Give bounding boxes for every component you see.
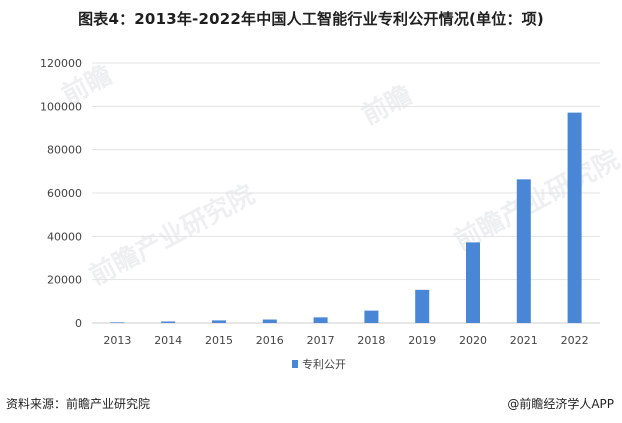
x-tick-label: 2020 bbox=[459, 334, 487, 347]
y-tick-label: 20000 bbox=[47, 274, 82, 287]
source-note: 资料来源：前瞻产业研究院 bbox=[6, 397, 151, 411]
bar bbox=[516, 179, 531, 323]
x-tick-label: 2016 bbox=[256, 334, 284, 347]
y-tick-label: 100000 bbox=[40, 100, 82, 113]
x-tick-label: 2017 bbox=[307, 334, 335, 347]
x-tick-label: 2022 bbox=[561, 334, 589, 347]
bar bbox=[567, 112, 582, 323]
x-tick-label: 2019 bbox=[408, 334, 436, 347]
legend-swatch bbox=[292, 360, 298, 368]
x-tick-label: 2014 bbox=[154, 334, 182, 347]
bar bbox=[110, 322, 125, 323]
x-tick-label: 2015 bbox=[205, 334, 233, 347]
x-tick-label: 2021 bbox=[510, 334, 538, 347]
y-tick-label: 40000 bbox=[47, 230, 82, 243]
brand-note: @前瞻经济学人APP bbox=[507, 397, 614, 411]
bar bbox=[364, 310, 379, 323]
bar bbox=[313, 317, 328, 323]
bar bbox=[466, 242, 480, 323]
bar bbox=[161, 321, 176, 323]
y-tick-label: 120000 bbox=[40, 57, 82, 70]
x-tick-label: 2013 bbox=[103, 334, 131, 347]
bar bbox=[262, 319, 277, 323]
x-tick-label: 2018 bbox=[357, 334, 385, 347]
bar bbox=[415, 289, 430, 323]
legend-label: 专利公开 bbox=[302, 357, 346, 371]
y-tick-label: 80000 bbox=[47, 144, 82, 157]
y-tick-label: 60000 bbox=[47, 187, 82, 200]
chart-title: 图表4：2013年-2022年中国人工智能行业专利公开情况(单位：项) bbox=[78, 10, 544, 28]
bar bbox=[212, 320, 226, 323]
y-tick-label: 0 bbox=[75, 317, 82, 330]
